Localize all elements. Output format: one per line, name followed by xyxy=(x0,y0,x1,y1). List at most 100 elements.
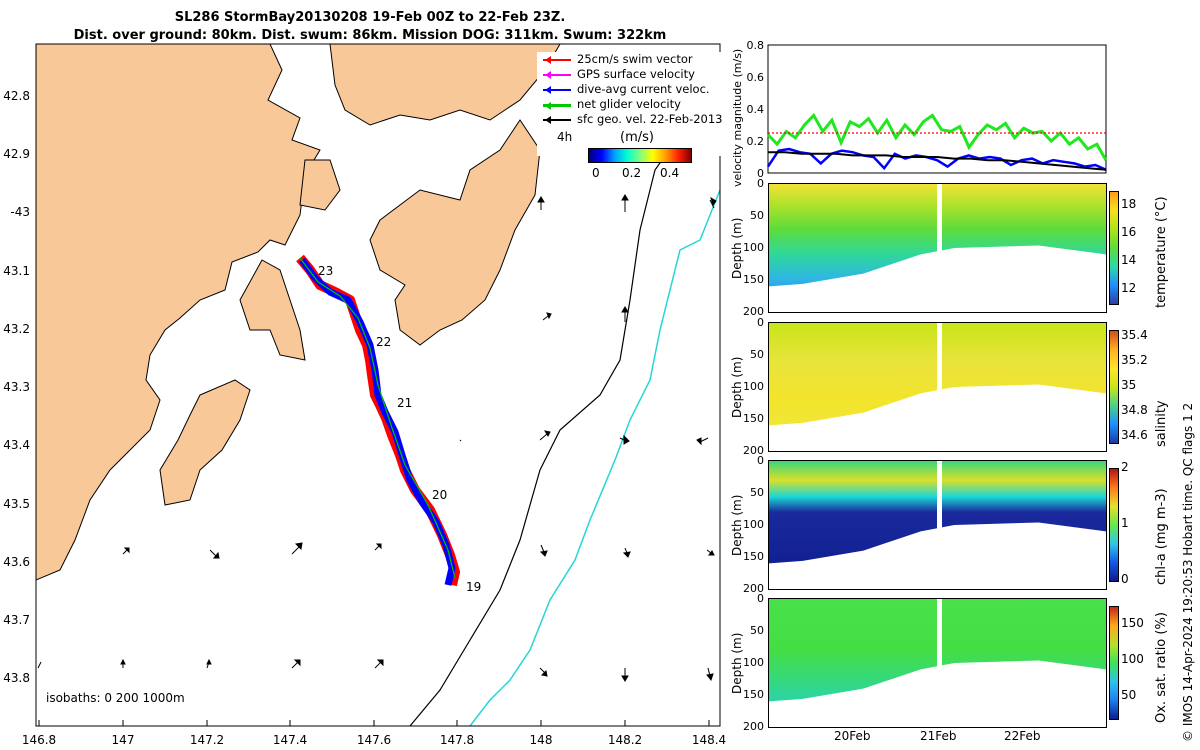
section-colorbar xyxy=(1109,330,1119,444)
depth-tick-label: 150 xyxy=(743,273,764,286)
colorbar-tick-label: 34.8 xyxy=(1121,402,1148,417)
colorbar-tick-label: 0 xyxy=(1121,572,1129,586)
geo-velocity-arrow xyxy=(709,196,717,209)
legend-item: 25cm/s swim vector xyxy=(537,52,729,67)
geo-velocity-arrow xyxy=(459,439,462,442)
geo-velocity-arrow xyxy=(621,668,629,682)
map-legend: 25cm/s swim vector GPS surface velocity … xyxy=(537,52,729,156)
vel-ytick: 0.2 xyxy=(747,135,765,148)
depth-axis-label: Depth (m) xyxy=(730,356,744,418)
depth-tick-label: 100 xyxy=(743,380,764,393)
geo-velocity-arrow xyxy=(621,306,629,322)
colorbar-tick-label: 100 xyxy=(1121,652,1144,667)
colorbar-tick-label: 18 xyxy=(1121,197,1137,211)
velocity-series xyxy=(766,112,1108,171)
legend-item: dive-avg current veloc. xyxy=(537,82,729,97)
velocity-line xyxy=(768,151,1107,171)
depth-tick-label: 100 xyxy=(743,241,764,254)
map-lon-tick-label: 147.6 xyxy=(357,733,391,747)
colorbar-label: Ox. sat. ratio (%) xyxy=(1154,612,1169,723)
data-gap xyxy=(937,461,942,589)
day-label: 23 xyxy=(318,264,333,278)
section-colorbar xyxy=(1109,468,1119,582)
plot-title-line2: Dist. over ground: 80km. Dist. swum: 86k… xyxy=(73,28,667,43)
depth-axis-label: Depth (m) xyxy=(730,217,744,279)
map-lon-tick-label: 147.4 xyxy=(273,733,307,747)
depth-tick-label: 150 xyxy=(743,412,764,425)
geo-velocity-arrow xyxy=(122,547,130,555)
section-panel xyxy=(768,183,1107,313)
vel-ytick: 0.8 xyxy=(747,39,765,52)
velocity-ylabel: velocity magnitude (m/s) xyxy=(731,48,744,187)
geo-velocity-arrow xyxy=(706,549,715,556)
depth-axis-label: Depth (m) xyxy=(730,632,744,694)
time-tick-label: 22Feb xyxy=(1004,729,1041,743)
geo-velocity-arrow xyxy=(621,194,629,212)
map-lat-tick-label: -43 xyxy=(10,205,30,219)
map-colorbar-tick: 0 xyxy=(592,166,600,180)
data-gap xyxy=(937,599,942,727)
depth-tick-label: 0 xyxy=(757,177,764,190)
map-lon-tick-label: 148.4 xyxy=(692,733,726,747)
map-lat-tick-label: 42.9 xyxy=(3,147,30,161)
geo-velocity-arrow xyxy=(374,659,384,669)
colorbar-tick-label: 50 xyxy=(1121,688,1137,703)
colorbar-tick-label: 16 xyxy=(1121,225,1137,239)
depth-tick-label: 150 xyxy=(743,688,764,701)
colorbar-tick-label: 35.2 xyxy=(1121,353,1148,368)
colorbar-tick-label: 35 xyxy=(1121,378,1137,392)
depth-tick-label: 50 xyxy=(750,209,764,222)
velocity-panel: 0.8 0.6 0.4 0.2 0 xyxy=(747,39,1108,180)
day-label: 22 xyxy=(376,335,391,349)
velocity-line xyxy=(766,112,1108,161)
geo-velocity-arrow xyxy=(291,542,303,555)
map-lon-tick-label: 146.8 xyxy=(22,733,56,747)
map-lat-tick-label: 43.6 xyxy=(3,555,30,569)
day-label: 19 xyxy=(466,580,481,594)
geo-velocity-arrow xyxy=(209,549,220,559)
geo-velocity-arrow xyxy=(619,434,630,445)
depth-tick-label: 50 xyxy=(750,486,764,499)
isobath-1000 xyxy=(469,189,721,727)
geo-velocity-arrow xyxy=(206,658,212,669)
geo-velocity-arrow xyxy=(696,437,709,446)
data-gap xyxy=(937,184,942,312)
depth-tick-label: 200 xyxy=(743,720,764,733)
geo-velocity-arrow xyxy=(539,544,548,557)
map-lat-tick-label: 42.8 xyxy=(3,89,30,103)
geo-velocity-arrow xyxy=(539,667,548,677)
day-label: 20 xyxy=(432,488,447,502)
footer-credit: © IMOS 14-Apr-2024 19:20:53 Hobart time.… xyxy=(1181,402,1195,742)
day-label: 21 xyxy=(397,396,412,410)
geo-velocity-arrow xyxy=(120,658,126,668)
map-lon-tick-label: 147.2 xyxy=(190,733,224,747)
legend-item: sfc geo. vel. 22-Feb-2013 xyxy=(537,112,729,127)
colorbar-tick-label: 150 xyxy=(1121,616,1144,631)
geo-velocity-arrow xyxy=(374,543,382,551)
section-colorbar xyxy=(1109,191,1119,305)
time-tick-label: 21Feb xyxy=(920,729,957,743)
colorbar-tick-label: 2 xyxy=(1121,460,1129,474)
section-panel xyxy=(768,598,1107,728)
colorbar-tick-label: 1 xyxy=(1121,516,1129,530)
vel-ytick: 0 xyxy=(757,167,764,180)
colorbar-tick-label: 12 xyxy=(1121,281,1137,295)
map-lat-tick-label: 43.1 xyxy=(3,264,30,278)
colorbar-label: temperature (°C) xyxy=(1154,196,1169,308)
plot-title-line1: SL286 StormBay20130208 19-Feb 00Z to 22-… xyxy=(174,10,566,25)
colorbar-interval: 4h xyxy=(557,130,573,144)
section-panel xyxy=(768,322,1107,452)
geo-velocity-arrow xyxy=(539,430,551,441)
map-lat-tick-label: 43.5 xyxy=(3,497,30,511)
isobaths-label: isobaths: 0 200 1000m xyxy=(46,691,185,705)
colorbar-label: salinity xyxy=(1154,400,1169,447)
depth-tick-label: 50 xyxy=(750,624,764,637)
map-colorbar-tick: 0.2 xyxy=(622,166,642,180)
colorbar-tick-label: 34.6 xyxy=(1121,427,1148,442)
depth-tick-label: 200 xyxy=(743,582,764,595)
geo-velocity-arrow xyxy=(291,659,301,669)
depth-tick-label: 0 xyxy=(757,454,764,467)
isobath-200 xyxy=(409,59,721,727)
map-lon-tick-label: 148.2 xyxy=(608,733,642,747)
map-lat-tick-label: 43.7 xyxy=(3,613,30,627)
